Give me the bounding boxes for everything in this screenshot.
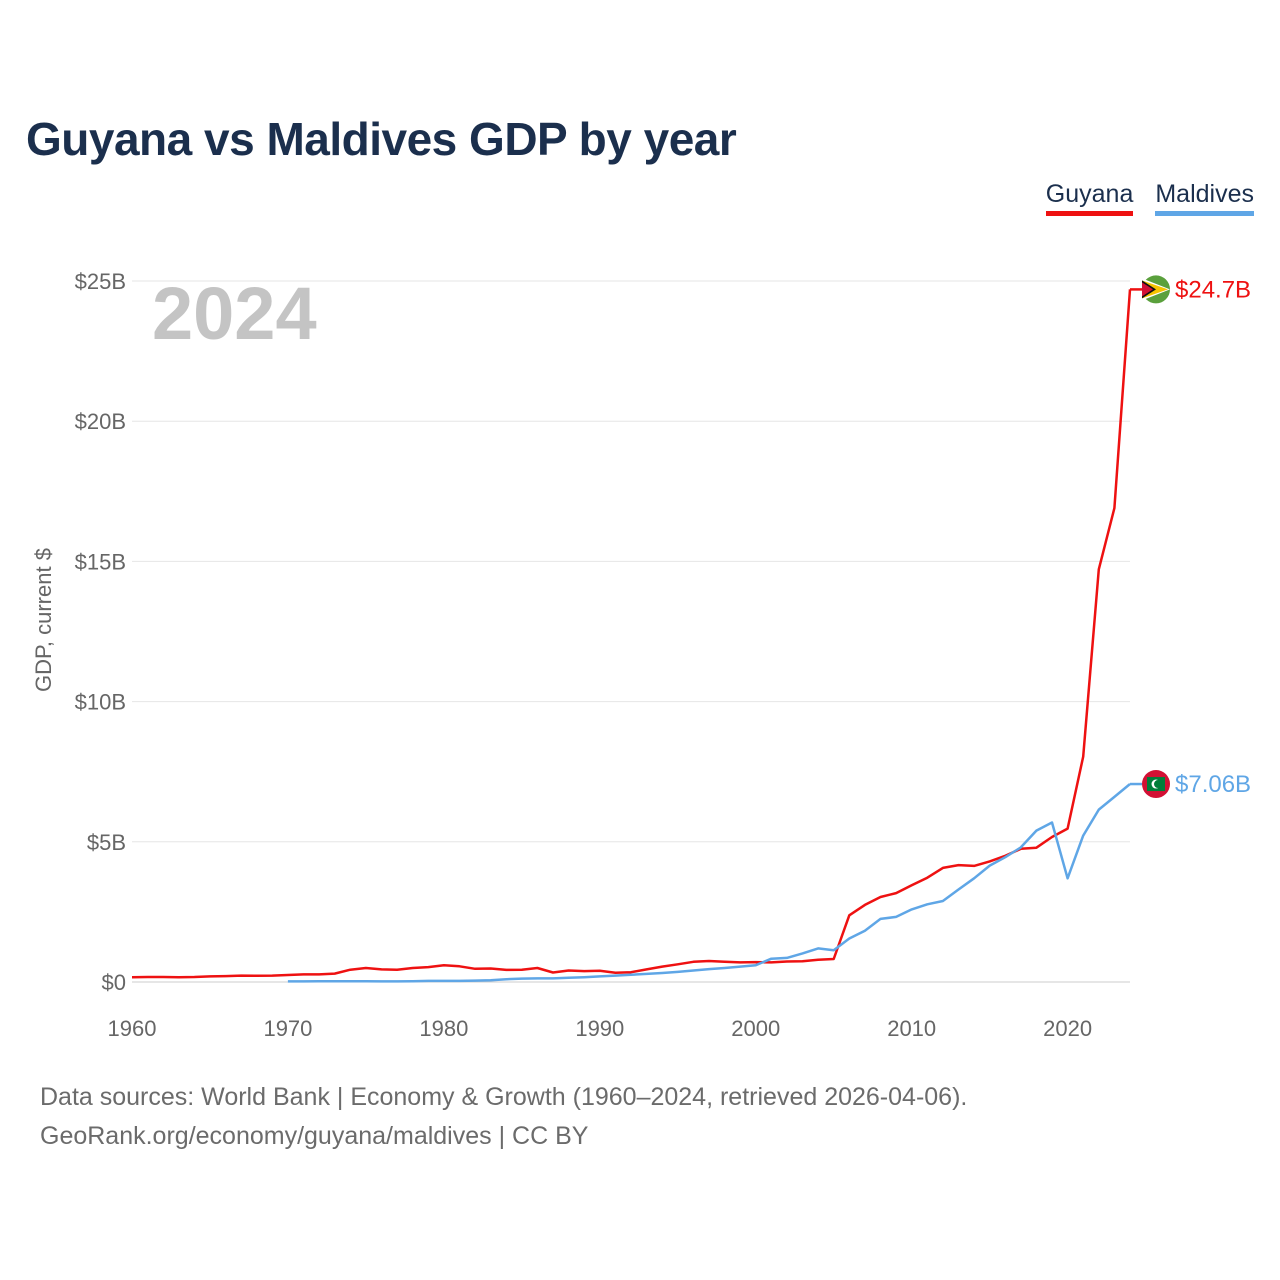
- series-line-guyana: [131, 289, 1132, 979]
- attribution-text: GeoRank.org/economy/guyana/maldives | CC…: [40, 1122, 589, 1150]
- chart-title: Guyana vs Maldives GDP by year: [26, 113, 737, 165]
- end-label-guyana: $24.7B: [1175, 276, 1251, 303]
- x-tick-label: 2010: [887, 1016, 936, 1041]
- legend-item-maldives[interactable]: Maldives: [1155, 180, 1254, 216]
- y-tick-label: $20B: [75, 409, 126, 434]
- legend: Guyana Maldives: [1045, 180, 1254, 216]
- maldives-flag-icon: [1142, 770, 1170, 799]
- y-tick-label: $10B: [75, 690, 126, 715]
- x-tick-label: 1980: [419, 1016, 468, 1041]
- x-tick-label: 1990: [575, 1016, 624, 1041]
- x-tick-label: 2020: [1043, 1016, 1092, 1041]
- y-tick-label: $0: [102, 970, 126, 995]
- end-label-maldives: $7.06B: [1175, 771, 1251, 798]
- y-tick-label: $25B: [75, 269, 126, 294]
- x-tick-label: 2000: [731, 1016, 780, 1041]
- source-text: Data sources: World Bank | Economy & Gro…: [40, 1083, 968, 1111]
- legend-item-guyana[interactable]: Guyana: [1045, 180, 1134, 216]
- x-tick-label: 1970: [263, 1016, 312, 1041]
- y-tick-label: $15B: [75, 549, 126, 574]
- guyana-flag-icon: [1142, 275, 1170, 304]
- y-axis-label: GDP, current $: [31, 548, 56, 692]
- y-tick-label: $5B: [87, 830, 126, 855]
- x-tick-label: 1960: [108, 1016, 157, 1041]
- series-line-maldives: [287, 783, 1131, 983]
- year-watermark: 2024: [152, 272, 317, 355]
